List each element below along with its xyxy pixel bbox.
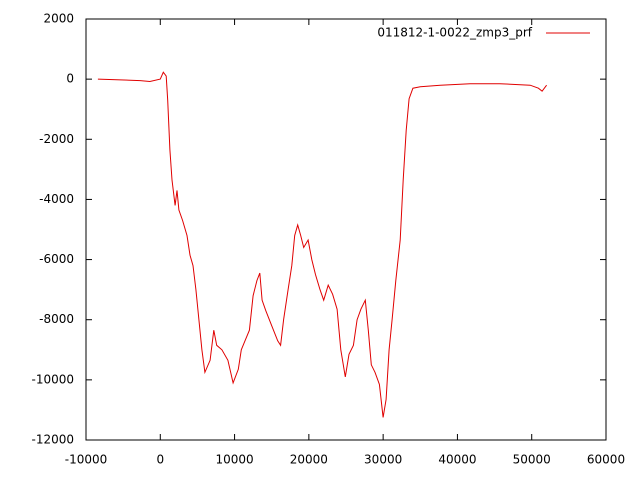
y-tick-label: -8000 bbox=[39, 312, 74, 326]
x-tick-label: 0 bbox=[156, 453, 164, 467]
y-tick-label: -2000 bbox=[39, 132, 74, 146]
y-tick-label: 0 bbox=[66, 72, 74, 86]
y-tick-label: 2000 bbox=[43, 12, 74, 26]
x-tick-label: 50000 bbox=[513, 453, 551, 467]
x-tick-label: 10000 bbox=[215, 453, 253, 467]
plot-border bbox=[85, 18, 607, 441]
y-tick-label: -12000 bbox=[31, 433, 74, 447]
x-tick-label: -10000 bbox=[65, 453, 108, 467]
data-line bbox=[97, 71, 547, 418]
y-tick-label: -4000 bbox=[39, 192, 74, 206]
y-tick-label: -6000 bbox=[39, 252, 74, 266]
x-tick-label: 60000 bbox=[587, 453, 625, 467]
x-tick-label: 30000 bbox=[364, 453, 402, 467]
y-tick-label: -10000 bbox=[31, 372, 74, 386]
x-tick-label: 40000 bbox=[438, 453, 476, 467]
legend-label: 011812-1-0022_zmp3_prf bbox=[377, 26, 532, 40]
x-tick-label: 20000 bbox=[290, 453, 328, 467]
